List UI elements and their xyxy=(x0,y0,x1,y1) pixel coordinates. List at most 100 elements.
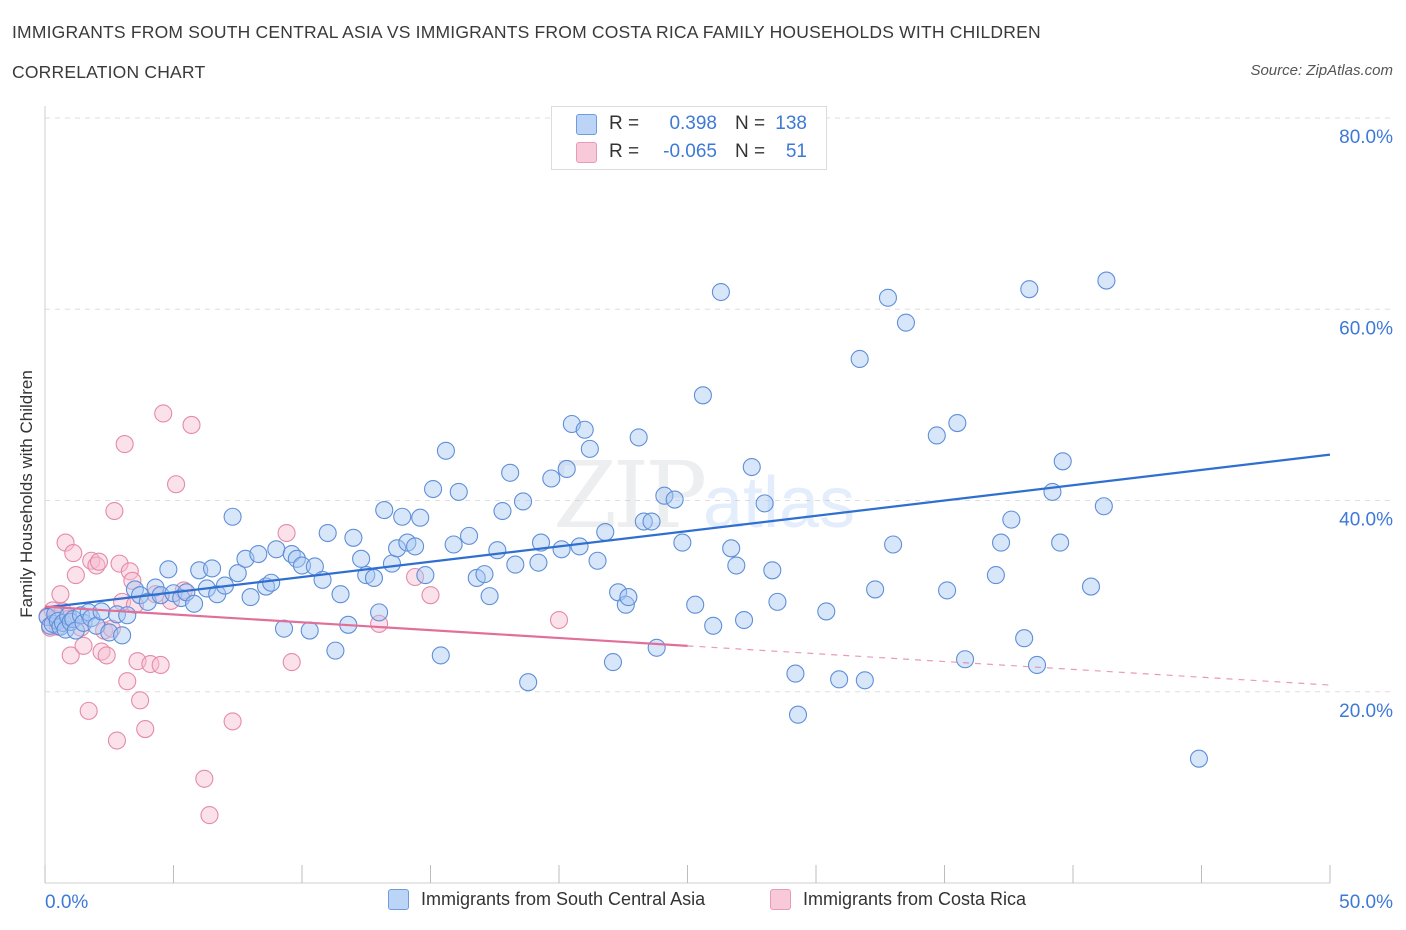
data-point-costa-rica xyxy=(167,475,186,494)
data-point-costa-rica xyxy=(105,501,124,521)
chart-subtitle: CORRELATION CHART xyxy=(12,62,206,82)
trend-lines xyxy=(44,453,1331,686)
data-point-costa-rica xyxy=(131,691,150,710)
data-point-south-central-asia xyxy=(575,420,594,439)
data-point-south-central-asia xyxy=(647,638,666,657)
data-point-south-central-asia xyxy=(519,673,538,692)
data-point-south-central-asia xyxy=(282,544,301,564)
data-point-south-central-asia xyxy=(480,587,499,606)
data-point-south-central-asia xyxy=(388,539,407,558)
data-point-south-central-asia xyxy=(513,492,533,511)
data-point-south-central-asia xyxy=(393,507,412,526)
data-point-south-central-asia xyxy=(249,544,268,564)
legend-r-label: R = xyxy=(609,141,640,162)
data-point-south-central-asia xyxy=(722,539,741,558)
data-point-south-central-asia xyxy=(344,528,363,547)
data-point-south-central-asia xyxy=(459,526,479,545)
data-point-costa-rica xyxy=(421,586,440,605)
data-point-south-central-asia xyxy=(331,585,350,604)
data-point-south-central-asia xyxy=(352,549,371,568)
data-point-costa-rica xyxy=(154,404,173,423)
legend-r-value: 0.398 xyxy=(669,113,717,134)
data-point-south-central-asia xyxy=(326,641,345,660)
data-point-south-central-asia xyxy=(113,626,132,645)
data-point-south-central-asia xyxy=(673,533,692,552)
x-tick-label: 50.0% xyxy=(1339,892,1393,913)
data-point-south-central-asia xyxy=(603,653,623,672)
pink-series-points xyxy=(38,404,569,825)
data-point-south-central-asia xyxy=(755,494,774,513)
data-point-south-central-asia xyxy=(884,535,903,554)
data-point-south-central-asia xyxy=(665,490,684,509)
data-point-south-central-asia xyxy=(634,512,653,531)
legend-r-value: -0.065 xyxy=(663,141,717,162)
data-point-costa-rica xyxy=(107,731,127,750)
data-point-south-central-asia xyxy=(1081,577,1101,596)
watermark: ZIP atlas xyxy=(553,442,855,549)
data-point-costa-rica xyxy=(51,585,70,604)
data-point-south-central-asia xyxy=(1189,749,1208,768)
data-point-south-central-asia xyxy=(159,560,178,579)
data-point-costa-rica xyxy=(64,544,83,563)
data-point-south-central-asia xyxy=(956,650,975,669)
legend-n-label: N = xyxy=(735,141,766,162)
data-point-costa-rica xyxy=(118,672,137,691)
data-point-south-central-asia xyxy=(375,501,394,520)
data-point-south-central-asia xyxy=(580,439,599,458)
data-point-south-central-asia xyxy=(1053,452,1072,471)
data-point-south-central-asia xyxy=(763,561,782,580)
data-point-costa-rica xyxy=(74,636,93,655)
data-point-south-central-asia xyxy=(896,313,916,332)
trend-line-costa-rica-extension xyxy=(687,645,1331,686)
data-point-south-central-asia xyxy=(529,553,548,572)
data-point-south-central-asia xyxy=(501,463,520,482)
data-point-south-central-asia xyxy=(768,592,787,611)
y-axis-title: Family Households with Children xyxy=(17,370,36,618)
data-point-south-central-asia xyxy=(542,469,561,488)
data-point-costa-rica xyxy=(277,523,296,543)
data-point-south-central-asia xyxy=(1027,655,1047,675)
source-credit: Source: ZipAtlas.com xyxy=(1250,62,1393,79)
bottom-legend-label-pink: Immigrants from Costa Rica xyxy=(803,889,1027,909)
data-point-south-central-asia xyxy=(1015,629,1034,648)
data-point-south-central-asia xyxy=(830,670,849,689)
data-point-south-central-asia xyxy=(241,588,260,607)
data-point-south-central-asia xyxy=(552,540,571,559)
legend-swatch-blue xyxy=(576,113,597,135)
data-point-south-central-asia xyxy=(596,523,615,542)
data-point-costa-rica xyxy=(223,712,242,731)
tick-labels: 20.0% 40.0% 60.0% 80.0% 0.0% 50.0% xyxy=(45,127,1393,913)
data-point-costa-rica xyxy=(200,806,219,825)
data-point-south-central-asia xyxy=(300,621,319,640)
data-point-south-central-asia xyxy=(406,537,425,556)
data-point-south-central-asia xyxy=(364,568,384,588)
data-point-costa-rica xyxy=(136,719,155,739)
data-point-costa-rica xyxy=(182,415,201,435)
data-point-south-central-asia xyxy=(449,482,468,501)
bottom-legend-pink: Immigrants from Costa Rica xyxy=(770,889,1026,910)
data-point-south-central-asia xyxy=(686,595,705,614)
data-point-south-central-asia xyxy=(493,501,512,521)
data-point-south-central-asia xyxy=(1097,271,1116,290)
data-point-south-central-asia xyxy=(318,523,337,543)
data-point-costa-rica xyxy=(66,566,85,585)
data-point-south-central-asia xyxy=(118,606,137,625)
legend-n-value: 51 xyxy=(785,141,807,162)
data-point-costa-rica xyxy=(89,552,109,571)
trend-line-south-central-asia xyxy=(44,453,1331,609)
data-point-south-central-asia xyxy=(704,616,723,635)
data-point-south-central-asia xyxy=(693,386,712,405)
data-point-costa-rica xyxy=(195,769,214,788)
data-point-south-central-asia xyxy=(866,580,885,599)
data-point-costa-rica xyxy=(549,610,569,630)
bottom-legend-swatch-blue xyxy=(388,889,409,910)
data-point-south-central-asia xyxy=(986,566,1005,585)
data-point-south-central-asia xyxy=(262,573,281,592)
data-point-south-central-asia xyxy=(475,565,494,584)
data-point-south-central-asia xyxy=(411,508,430,527)
legend-swatch-pink xyxy=(576,141,597,163)
data-point-south-central-asia xyxy=(382,554,402,573)
data-point-south-central-asia xyxy=(619,588,638,607)
data-point-south-central-asia xyxy=(1051,533,1070,552)
